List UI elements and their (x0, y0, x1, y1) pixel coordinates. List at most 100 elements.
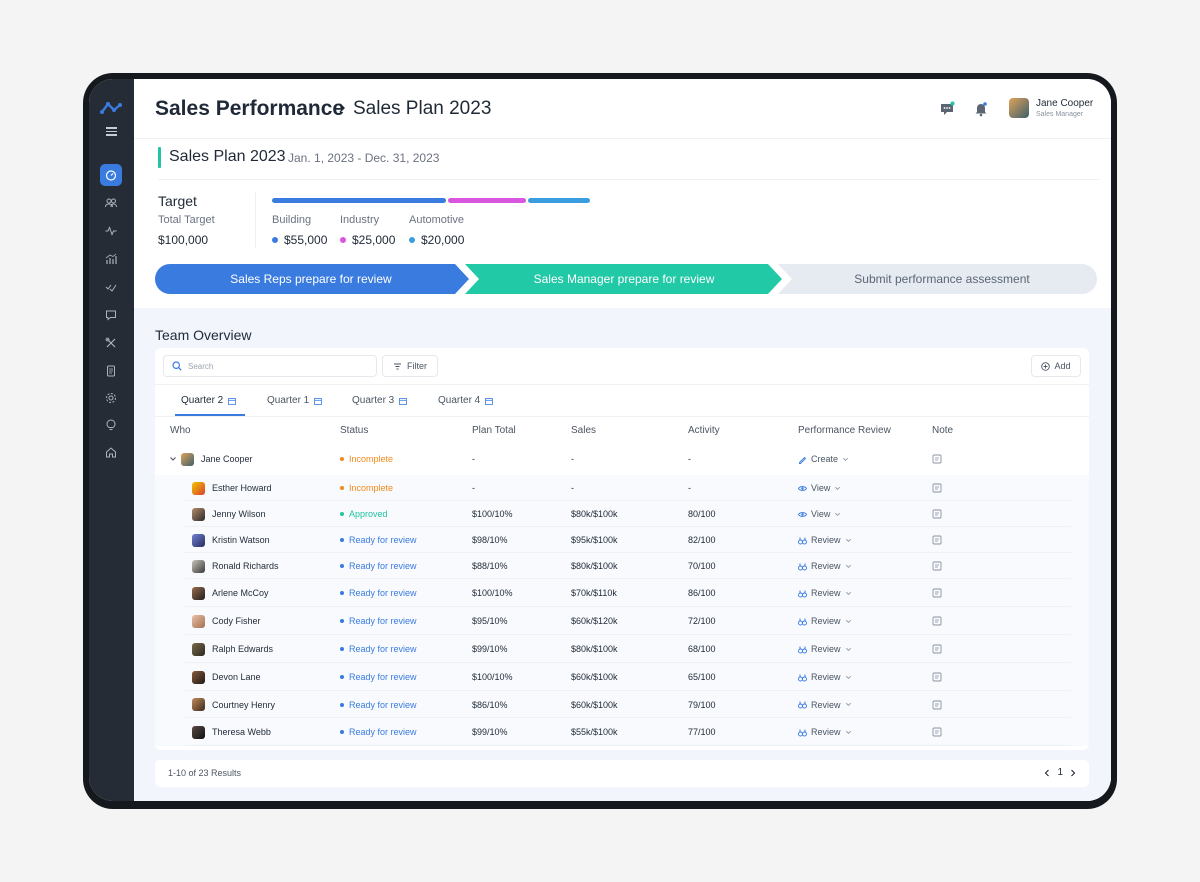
sidebar-item-users[interactable] (101, 193, 121, 213)
sidebar-item-messages[interactable] (101, 305, 121, 325)
chevron-right-icon[interactable] (1069, 769, 1077, 777)
calendar-icon (228, 397, 237, 405)
breadcrumb-section[interactable]: Sales Performance (155, 97, 345, 120)
user-avatar[interactable] (1009, 98, 1029, 118)
column-header-who[interactable]: Who (170, 425, 191, 436)
chat-icon[interactable] (939, 101, 955, 117)
sales-cell: $80k/$100k (571, 561, 618, 571)
column-header-status[interactable]: Status (340, 425, 369, 436)
chevron-left-icon[interactable] (1043, 769, 1051, 777)
search-input[interactable]: Search (163, 355, 377, 377)
user-name[interactable]: Jane Cooper (1036, 98, 1094, 109)
filter-button[interactable]: Filter (382, 355, 438, 377)
table-row[interactable]: Ralph Edwards Ready for review $99/10% $80k… (155, 635, 1089, 663)
bell-icon[interactable] (973, 101, 989, 117)
plan-total-cell: - (472, 454, 475, 464)
note-button[interactable] (932, 553, 942, 579)
status-dot (340, 457, 344, 461)
sidebar-item-charts[interactable] (101, 249, 121, 269)
avatar (192, 533, 205, 547)
table-row[interactable]: Ronald Richards Ready for review $88/10% $8… (155, 553, 1089, 579)
category-value-building: $55,000 (272, 233, 327, 247)
tab-quarter-3[interactable]: Quarter 3 (352, 395, 408, 406)
note-button[interactable] (932, 607, 942, 635)
sidebar-item-tasks[interactable] (101, 277, 121, 297)
sidebar-item-tools[interactable] (101, 333, 121, 353)
table-row[interactable]: Esther Howard Incomplete - - - View (155, 475, 1089, 501)
status-dot (340, 619, 344, 623)
performance-review-button[interactable]: View (798, 475, 845, 501)
column-header-sales[interactable]: Sales (571, 425, 597, 436)
sidebar-item-dashboard[interactable] (100, 164, 122, 186)
status-dot (340, 538, 344, 542)
expand-toggle[interactable] (169, 445, 177, 473)
note-button[interactable] (932, 579, 942, 607)
performance-review-button[interactable]: Review (798, 607, 856, 635)
performance-review-button[interactable]: Review (798, 663, 856, 691)
note-button[interactable] (932, 691, 942, 718)
note-button[interactable] (932, 501, 942, 527)
sidebar-item-activity[interactable] (101, 221, 121, 241)
tasks-icon (105, 284, 117, 292)
status-dot (340, 675, 344, 679)
note-button[interactable] (932, 718, 942, 746)
document-icon (107, 365, 115, 377)
step-sales-reps[interactable]: Sales Reps prepare for review (230, 272, 392, 286)
note-button[interactable] (932, 663, 942, 691)
table-row[interactable]: Courtney Henry Ready for review $86/10% $60… (155, 691, 1089, 718)
table-row[interactable]: Devon Lane Ready for review $100/10% $60k/$… (155, 663, 1089, 691)
table-row[interactable]: Arlene McCoy Ready for review $100/10% $70k… (155, 579, 1089, 607)
current-page[interactable]: 1 (1057, 767, 1063, 778)
activity-cell: 80/100 (688, 509, 716, 519)
step-sales-manager[interactable]: Sales Manager prepare for review (533, 272, 715, 286)
status-text: Ready for review (349, 535, 417, 545)
who-name: Cody Fisher (212, 616, 261, 626)
sidebar-item-home[interactable] (101, 442, 121, 462)
table-row[interactable]: Jenny Wilson Approved $100/10% $80k/$100k 80… (155, 501, 1089, 527)
sidebar-item-settings[interactable] (101, 388, 121, 408)
status-badge: Ready for review (340, 553, 417, 579)
tab-quarter-1[interactable]: Quarter 1 (267, 395, 323, 406)
table-row[interactable]: Kristin Watson Ready for review $98/10% $95… (155, 527, 1089, 553)
performance-review-button[interactable]: Review (798, 635, 856, 663)
menu-toggle-icon[interactable] (106, 127, 117, 136)
who-name: Ralph Edwards (212, 644, 274, 654)
review-label: Review (811, 616, 841, 626)
status-text: Incomplete (349, 454, 394, 464)
add-button[interactable]: Add (1031, 355, 1081, 377)
category-value-industry: $25,000 (340, 233, 395, 247)
table-row[interactable]: Cody Fisher Ready for review $95/10% $60k/$… (155, 607, 1089, 635)
performance-review-button[interactable]: Create (798, 445, 853, 473)
note-button[interactable] (932, 527, 942, 553)
column-header-plan-total[interactable]: Plan Total (472, 425, 516, 436)
performance-review-button[interactable]: Review (798, 718, 856, 746)
table-row[interactable]: Theresa Webb Ready for review $99/10% $55k/… (155, 718, 1089, 746)
status-dot (340, 647, 344, 651)
users-icon (105, 198, 117, 208)
tab-quarter-2[interactable]: Quarter 2 (181, 395, 237, 406)
performance-review-button[interactable]: Review (798, 579, 856, 607)
status-text: Ready for review (349, 672, 417, 682)
performance-review-button[interactable]: Review (798, 527, 856, 553)
note-button[interactable] (932, 635, 942, 663)
column-header-performance-review[interactable]: Performance Review (798, 425, 891, 436)
tab-quarter-4[interactable]: Quarter 4 (438, 395, 494, 406)
note-icon (932, 700, 942, 709)
performance-review-button[interactable]: Review (798, 691, 856, 718)
table-row[interactable]: Jane Cooper Incomplete - - - Create (155, 445, 1089, 473)
binoculars-icon (798, 729, 807, 736)
note-button[interactable] (932, 475, 942, 501)
who-name: Jenny Wilson (212, 509, 266, 519)
column-header-note[interactable]: Note (932, 425, 954, 436)
sidebar-item-documents[interactable] (101, 361, 121, 381)
category-label-automotive: Automotive (409, 214, 465, 226)
note-icon (932, 454, 942, 464)
performance-review-button[interactable]: View (798, 501, 845, 527)
performance-review-button[interactable]: Review (798, 553, 856, 579)
chevron-down-icon (845, 619, 851, 623)
column-header-activity[interactable]: Activity (688, 425, 720, 436)
sidebar-item-ideas[interactable] (101, 415, 121, 435)
target-segment-automotive (528, 198, 590, 203)
note-button[interactable] (932, 445, 942, 473)
step-submit-assessment[interactable]: Submit performance assessment (854, 272, 1030, 286)
